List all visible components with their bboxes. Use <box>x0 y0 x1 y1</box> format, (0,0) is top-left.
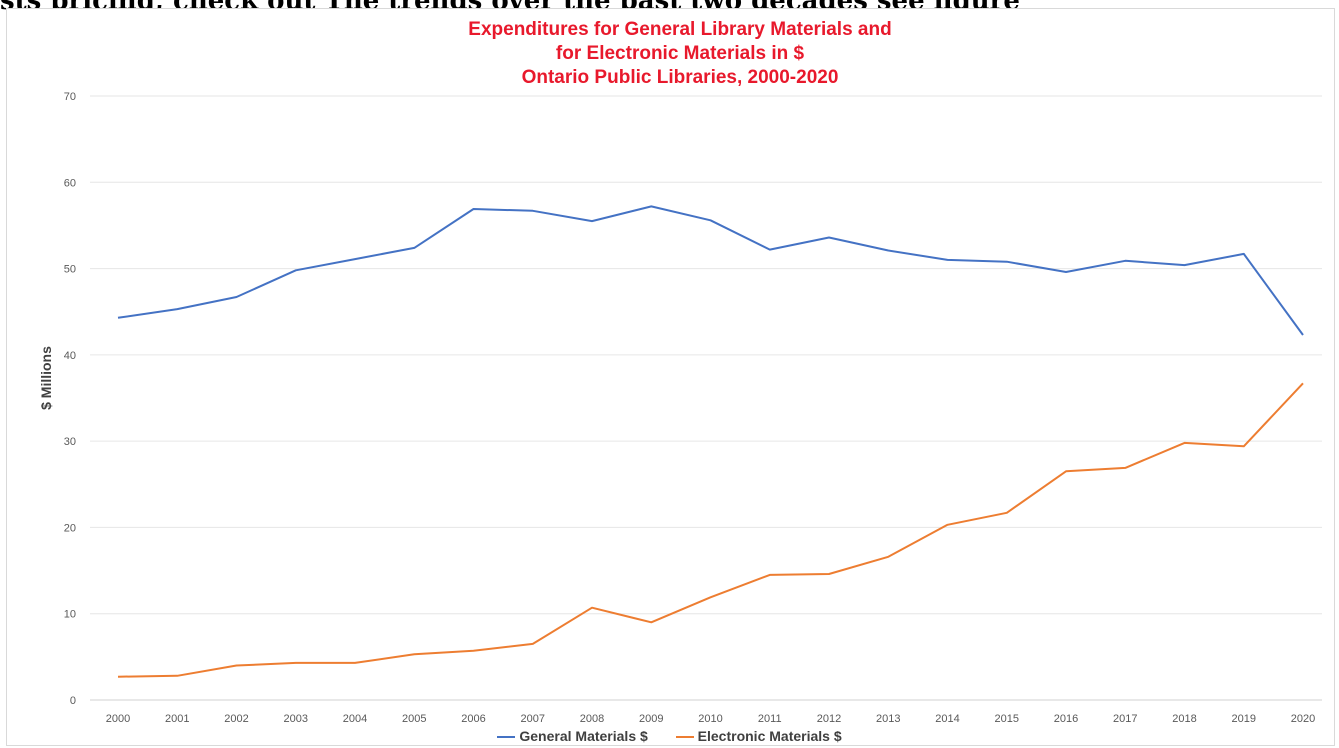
x-tick-label: 2013 <box>876 713 900 725</box>
x-tick-label: 2010 <box>698 713 722 725</box>
x-tick-label: 2011 <box>758 713 782 725</box>
y-tick-label: 50 <box>64 264 76 276</box>
y-tick-label: 30 <box>64 436 76 448</box>
x-tick-label: 2006 <box>461 713 485 725</box>
x-tick-label: 2019 <box>1232 713 1256 725</box>
x-tick-label: 2016 <box>1054 713 1078 725</box>
x-tick-label: 2004 <box>343 713 367 725</box>
x-tick-label: 2001 <box>165 713 189 725</box>
x-tick-label: 2000 <box>106 713 130 725</box>
y-tick-label: 60 <box>64 177 76 189</box>
legend: General Materials $ Electronic Materials… <box>0 726 1339 746</box>
x-tick-label: 2012 <box>817 713 841 725</box>
x-tick-label: 2014 <box>935 713 959 725</box>
chart-title: Expenditures for General Library Materia… <box>300 18 1060 90</box>
y-tick-label: 0 <box>70 695 76 707</box>
y-tick-label: 40 <box>64 350 76 362</box>
y-tick-label: 10 <box>64 609 76 621</box>
x-tick-label: 2020 <box>1291 713 1315 725</box>
x-tick-label: 2008 <box>580 713 604 725</box>
legend-label-general: General Materials $ <box>519 728 648 744</box>
x-tick-label: 2005 <box>402 713 426 725</box>
general-materials-line <box>117 205 1304 336</box>
x-tick-label: 2017 <box>1113 713 1137 725</box>
x-tick-label: 2007 <box>521 713 545 725</box>
y-axis-label: $ Millions <box>38 346 54 410</box>
legend-item-general: General Materials $ <box>497 726 648 746</box>
legend-item-electronic: Electronic Materials $ <box>675 726 842 746</box>
x-tick-label: 2018 <box>1172 713 1196 725</box>
legend-label-electronic: Electronic Materials $ <box>697 728 842 744</box>
x-tick-label: 2002 <box>224 713 248 725</box>
legend-swatch-electronic <box>675 736 694 739</box>
x-tick-label: 2015 <box>995 713 1019 725</box>
chart-frame <box>6 8 1335 746</box>
legend-swatch-general <box>497 736 516 739</box>
chart-title-line-3: Ontario Public Libraries, 2000-2020 <box>521 67 839 88</box>
x-tick-label: 2003 <box>284 713 308 725</box>
electronic-materials-line <box>117 382 1304 678</box>
x-tick-label: 2009 <box>639 713 663 725</box>
chart-title-line-2: for Electronic Materials in $ <box>555 43 805 64</box>
y-tick-label: 70 <box>64 91 76 103</box>
chart-title-line-1: Expenditures for General Library Materia… <box>468 19 892 40</box>
y-tick-label: 20 <box>64 522 76 534</box>
